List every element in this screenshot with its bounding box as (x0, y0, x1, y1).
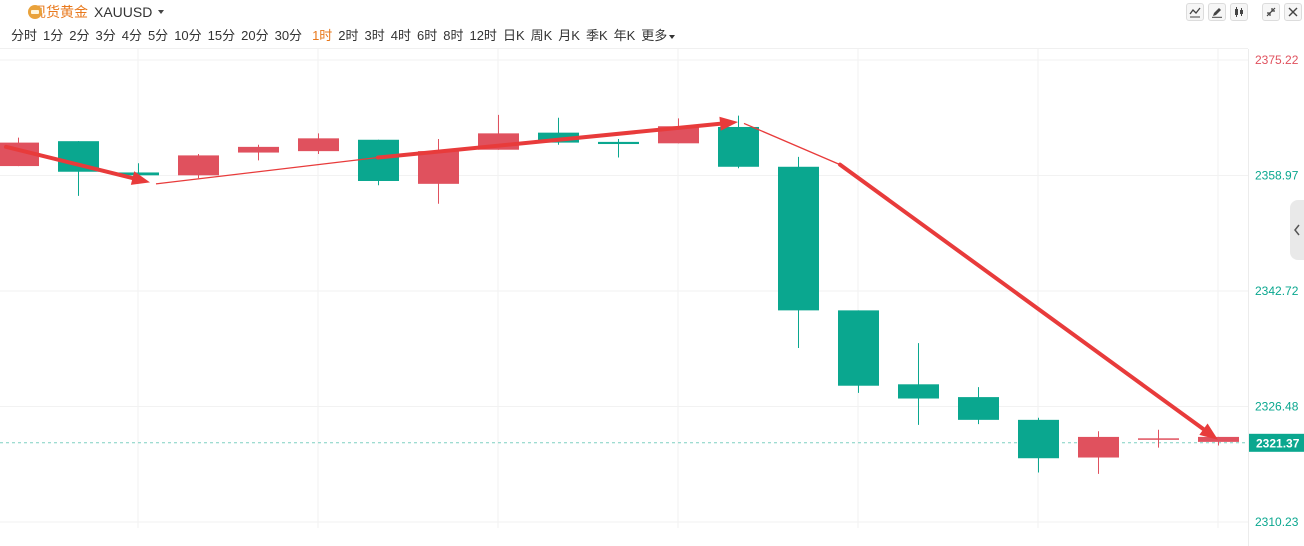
period-week[interactable]: 周K (530, 28, 553, 43)
candle-body (718, 126, 759, 167)
candle-body (238, 146, 279, 153)
period-3m[interactable]: 3分 (95, 28, 116, 43)
period-more[interactable]: 更多 (641, 26, 676, 46)
chevron-left-icon (1294, 224, 1300, 236)
period-1m[interactable]: 1分 (43, 28, 64, 43)
close-icon[interactable] (1284, 3, 1302, 21)
period-3h[interactable]: 3时 (364, 28, 385, 43)
candle-body (1138, 438, 1179, 440)
symbol-selector[interactable]: 现货黄金 XAUUSD (28, 2, 165, 22)
period-30m[interactable]: 30分 (274, 28, 303, 43)
trend-arrow-shaft (4, 144, 135, 181)
period-20m[interactable]: 20分 (241, 28, 269, 43)
period-2h[interactable]: 2时 (338, 28, 359, 43)
period-1h[interactable]: 1时 (312, 28, 333, 43)
period-4m[interactable]: 4分 (121, 28, 142, 43)
y-tick-label: 2310.23 (1255, 515, 1299, 529)
period-month[interactable]: 月K (558, 28, 580, 43)
candle-body (538, 132, 579, 143)
period-8h[interactable]: 8时 (443, 28, 464, 43)
chart-toolbar (1186, 3, 1302, 21)
candle-body (778, 166, 819, 311)
symbol-code: XAUUSD (94, 4, 153, 20)
current-price-label: 2321.37 (1256, 436, 1300, 450)
candle-body (358, 139, 399, 181)
top-bar: 现货黄金 XAUUSD (0, 0, 1304, 24)
trend-arrow-shaft (838, 162, 1206, 432)
current-price-tag (1249, 433, 1304, 452)
trend-arrow-head (719, 116, 738, 131)
candle-body (118, 172, 159, 176)
period-12h[interactable]: 12时 (469, 28, 497, 43)
trend-arrow-head (130, 171, 150, 185)
y-tick-label: 2375.22 (1255, 53, 1299, 67)
trend-line (155, 156, 379, 185)
candle-body (838, 310, 879, 386)
period-year[interactable]: 年K (613, 28, 636, 43)
period-5m[interactable]: 5分 (147, 28, 169, 43)
trend-line (743, 122, 841, 166)
candle-body (1018, 419, 1059, 459)
period-selector: 分时 1分 2分 3分 4分 5分 10分 15分 20分 30分 1时 2时 3时 4时 6时 8时 12时日… (11, 26, 676, 46)
chevron-down-icon (158, 10, 165, 14)
candle-body (898, 384, 939, 399)
line-chart-icon[interactable] (1186, 3, 1204, 21)
candle-body (598, 141, 639, 145)
period-6h[interactable]: 6时 (417, 28, 438, 43)
y-tick-label: 2326.48 (1255, 399, 1299, 413)
symbol-name: 现货黄金 (32, 4, 88, 20)
y-tick-label: 2358.97 (1255, 169, 1299, 183)
period-4h[interactable]: 4时 (390, 28, 411, 43)
candlestick-icon[interactable] (1230, 3, 1248, 21)
candle-body (298, 138, 339, 152)
candle-body (418, 151, 459, 184)
period-15m[interactable]: 15分 (207, 28, 236, 43)
period-day[interactable]: 日K (502, 28, 525, 43)
gold-coin-icon (28, 5, 42, 19)
candle-body (958, 397, 999, 420)
candle-body (178, 155, 219, 176)
candle-body (1078, 436, 1119, 458)
period-quarter[interactable]: 季K (585, 28, 608, 43)
side-panel-toggle[interactable] (1290, 200, 1304, 260)
trend-arrow-shaft (376, 121, 723, 160)
pencil-icon[interactable] (1208, 3, 1226, 21)
header-divider (0, 48, 1248, 49)
chevron-down-icon (669, 34, 676, 39)
period-10m[interactable]: 10分 (174, 28, 202, 43)
y-tick-label: 2342.72 (1255, 284, 1299, 298)
shrink-icon[interactable] (1262, 3, 1280, 21)
period-2m[interactable]: 2分 (69, 28, 90, 43)
period-tick[interactable]: 分时 (11, 28, 38, 43)
trend-arrow-head (1199, 423, 1218, 440)
candle-body (1198, 436, 1239, 442)
